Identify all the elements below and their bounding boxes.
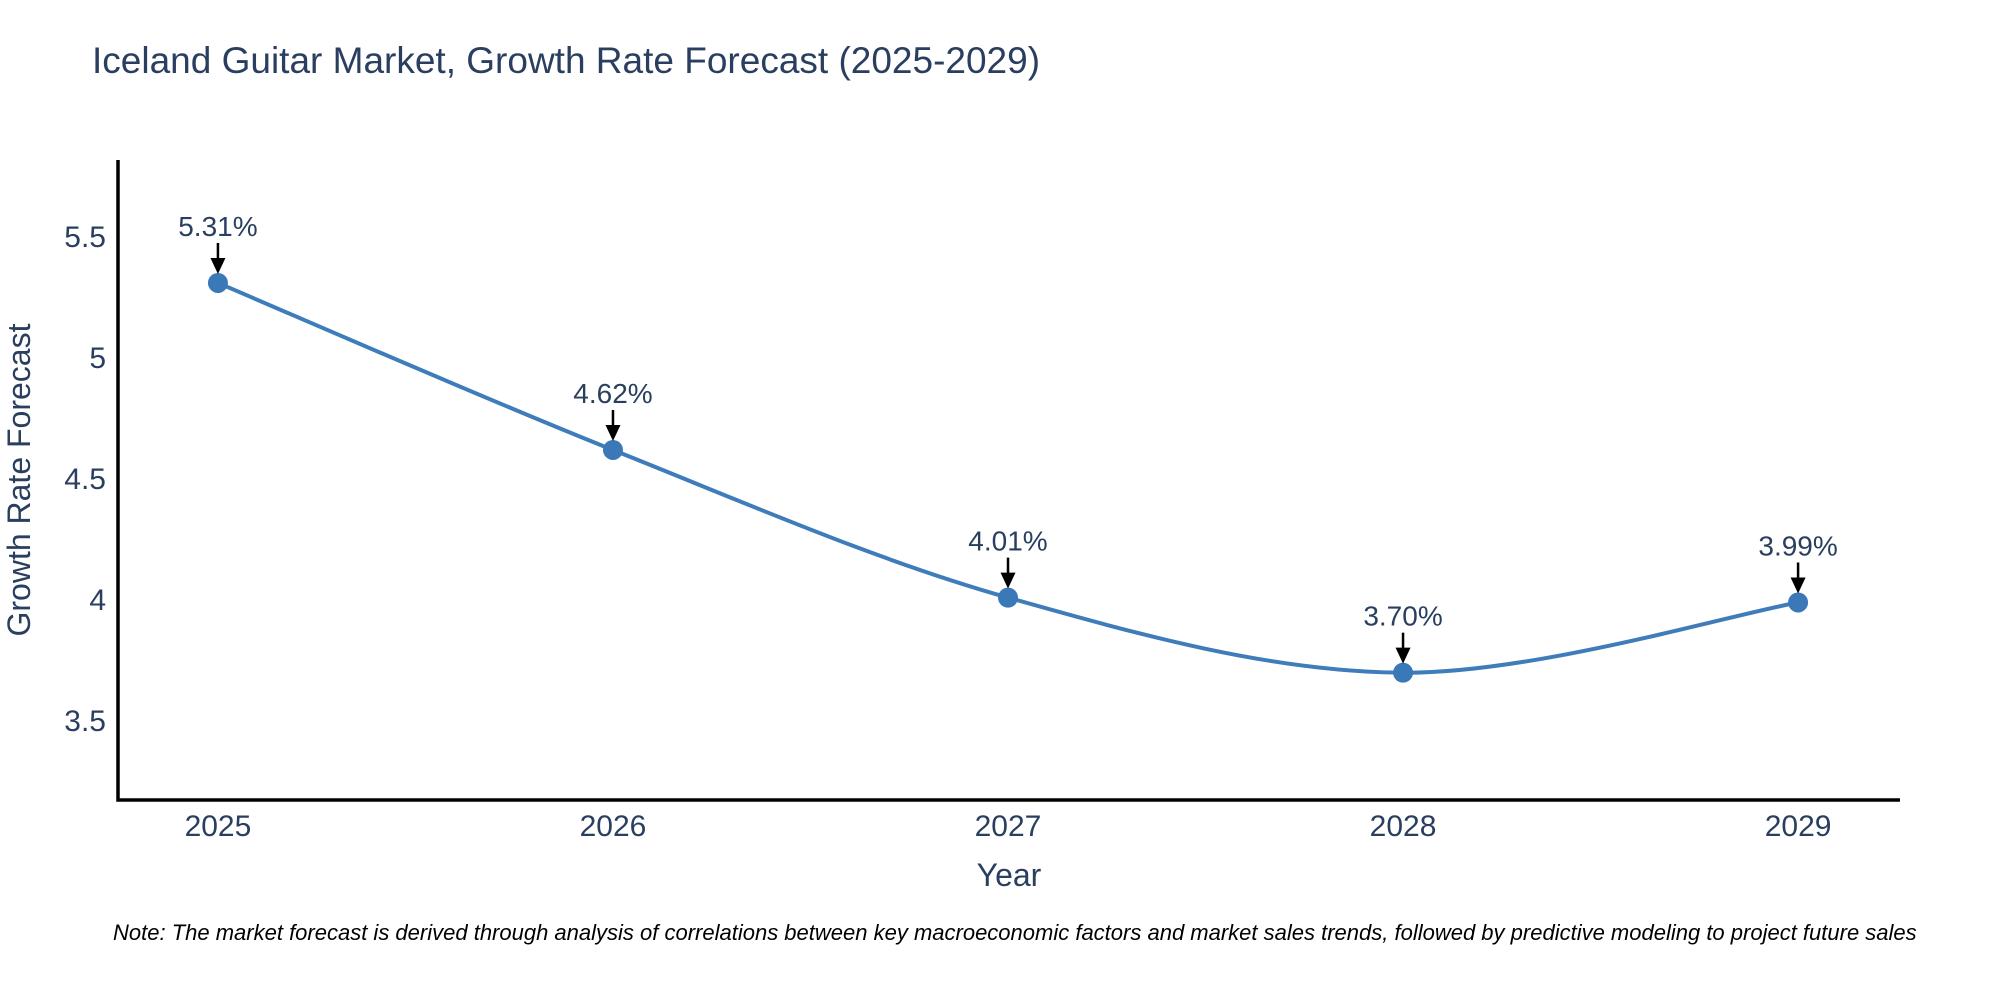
data-point-marker (602, 439, 623, 460)
annotation-label: 3.99% (1758, 530, 1837, 561)
annotation-label: 3.70% (1363, 601, 1442, 632)
y-axis-title: Growth Rate Forecast (1, 323, 37, 636)
y-tick-label: 5 (89, 342, 106, 375)
data-point-marker (207, 272, 228, 293)
x-axis-title: Year (977, 857, 1042, 893)
x-tick-label: 2026 (580, 810, 647, 843)
annotation-arrowhead (1000, 572, 1016, 589)
annotation-arrowhead (1790, 577, 1806, 594)
y-tick-label: 3.5 (64, 705, 106, 738)
x-tick-label: 2029 (1765, 810, 1832, 843)
x-tick-label: 2027 (975, 810, 1042, 843)
annotation-arrowhead (1395, 647, 1411, 664)
data-point-marker (1788, 592, 1809, 613)
series-line (217, 281, 1799, 675)
y-tick-label: 4.5 (64, 463, 106, 496)
annotation-arrowhead (605, 424, 621, 441)
x-tick-label: 2025 (185, 810, 252, 843)
axis-line (116, 160, 1900, 802)
data-point-marker (1393, 662, 1414, 683)
y-tick-label: 4 (89, 584, 106, 617)
x-tick-label: 2028 (1370, 810, 1437, 843)
annotation-arrowhead (210, 257, 226, 274)
footnote: Note: The market forecast is derived thr… (113, 920, 1917, 945)
data-point-marker (998, 587, 1019, 608)
plot-area: 3.5 4 4.5 5 5.5 2025 2026 2027 2028 2029 5.31% 4.62… (64, 160, 1900, 843)
annotation-label: 4.62% (573, 378, 652, 409)
annotation-label: 5.31% (178, 211, 257, 242)
annotation-label: 4.01% (968, 526, 1047, 557)
chart-title: Iceland Guitar Market, Growth Rate Forec… (92, 40, 1041, 81)
y-tick-label: 5.5 (64, 221, 106, 254)
